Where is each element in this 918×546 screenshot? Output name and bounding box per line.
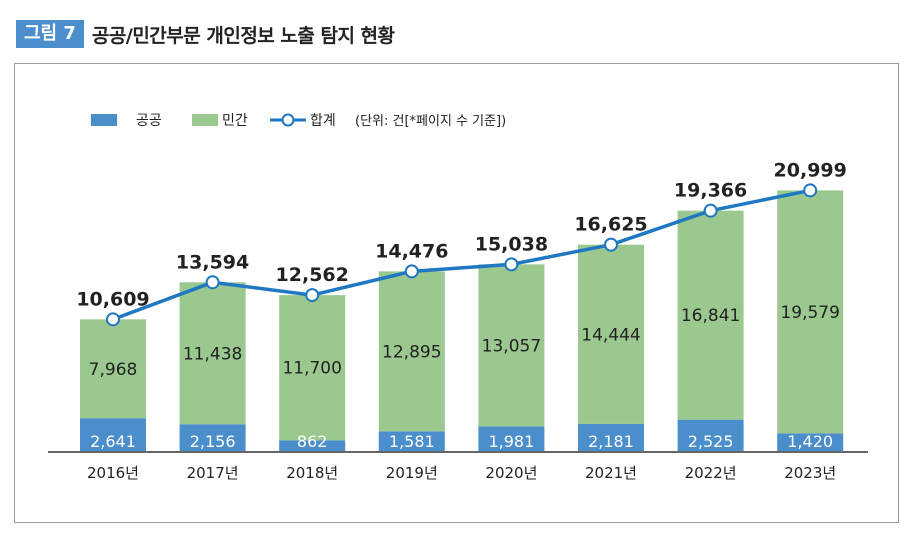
bar-public [677, 419, 744, 451]
bar-private [80, 319, 146, 419]
value-label-total: 10,609 [76, 288, 149, 310]
value-label-public: 862 [297, 432, 328, 451]
total-point [305, 288, 320, 303]
value-label-total: 15,038 [475, 233, 548, 255]
value-label-public: 1,420 [787, 432, 833, 451]
labels-layer: 2,641 7,968 2016년 2,156 11,438 2017년 862 11,700… [76, 159, 847, 482]
bar-private [478, 264, 545, 427]
legend-total-marker [281, 113, 295, 127]
bar-private [179, 282, 246, 425]
bar-private [677, 210, 744, 420]
value-label-private: 11,438 [183, 344, 242, 364]
value-label-private: 14,444 [581, 325, 640, 345]
bar-public [378, 431, 445, 451]
x-tick-label: 2023년 [784, 464, 836, 482]
figure-header: 그림 7 공공/민간부문 개인정보 노출 탐지 현황 [16, 20, 395, 48]
bar-public [80, 418, 146, 451]
x-tick-label: 2020년 [485, 464, 537, 482]
bar-public [578, 423, 644, 451]
total-series-line [112, 188, 811, 321]
total-point [703, 203, 718, 218]
value-label-public: 2,641 [90, 432, 136, 451]
bar-public [777, 433, 844, 451]
total-point [604, 237, 618, 252]
bars-layer [80, 190, 844, 451]
value-label-public: 2,525 [688, 432, 734, 451]
total-point [205, 275, 220, 290]
value-label-total: 13,594 [176, 251, 249, 273]
value-label-public: 1,981 [488, 432, 534, 451]
value-label-total: 19,366 [674, 180, 747, 202]
bar-private [777, 190, 844, 434]
x-tick-label: 2017년 [187, 464, 239, 482]
x-tick-label: 2016년 [87, 464, 139, 482]
legend-public-label: 공공 [136, 113, 162, 129]
figure-badge: 그림 7 [16, 20, 84, 48]
total-point [803, 183, 818, 198]
legend-private-label: 민간 [222, 113, 248, 129]
total-point [106, 312, 120, 327]
bar-private [279, 295, 346, 441]
figure-title: 공공/민간부문 개인정보 노출 탐지 현황 [91, 24, 395, 47]
legend-total-label: 합계 [310, 113, 336, 129]
total-point [504, 257, 519, 272]
value-label-public: 2,156 [190, 432, 236, 451]
legend: 공공 민간 합계 (단위: 건[*페이지 수 기준]) [91, 113, 506, 129]
bar-private [578, 244, 644, 424]
value-label-private: 16,841 [681, 306, 740, 326]
value-label-private: 13,057 [482, 336, 541, 356]
x-tick-label: 2022년 [685, 464, 737, 482]
value-label-public: 1,581 [389, 432, 435, 451]
legend-unit-label: (단위: 건[*페이지 수 기준]) [355, 114, 506, 129]
bar-public [279, 440, 346, 451]
legend-public-swatch [91, 114, 117, 126]
value-label-total: 16,625 [574, 214, 647, 236]
value-label-total: 12,562 [276, 264, 349, 286]
total-point [404, 264, 419, 279]
value-label-private: 7,968 [89, 360, 138, 380]
value-label-total: 20,999 [774, 159, 847, 181]
x-tick-label: 2021년 [585, 464, 637, 482]
total-line-layer [106, 183, 818, 327]
bar-public [179, 424, 246, 451]
chart-frame [14, 63, 899, 523]
bar-public [478, 426, 545, 451]
x-tick-label: 2019년 [386, 464, 438, 482]
legend-private-swatch [192, 114, 218, 126]
value-label-total: 14,476 [375, 240, 448, 262]
value-label-private: 12,895 [382, 342, 441, 362]
value-label-public: 2,181 [588, 432, 634, 451]
bar-private [378, 271, 445, 432]
value-label-private: 19,579 [780, 303, 839, 323]
x-tick-label: 2018년 [286, 464, 338, 482]
value-label-private: 11,700 [282, 359, 341, 379]
